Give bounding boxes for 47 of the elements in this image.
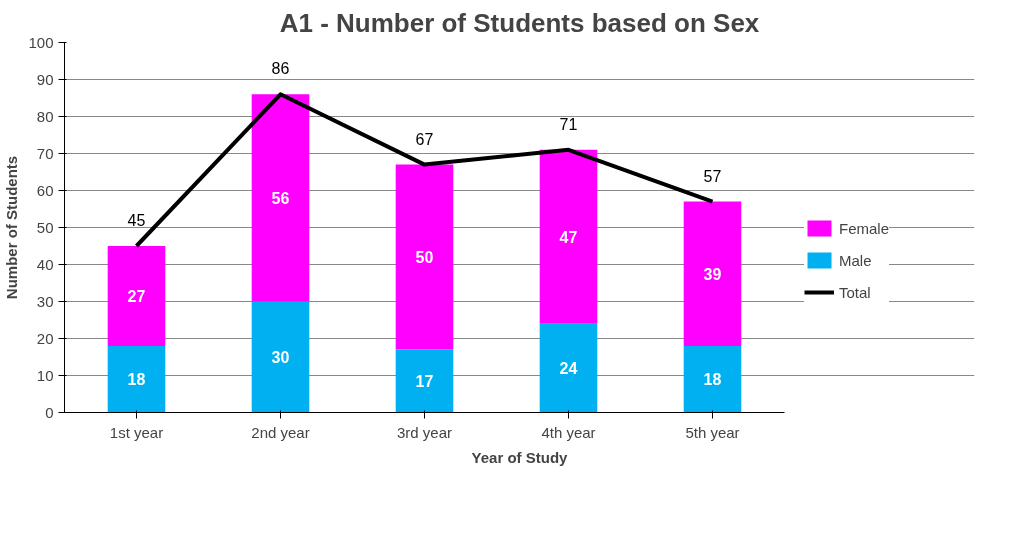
data-label: 17 bbox=[415, 373, 434, 391]
bar bbox=[683, 345, 742, 413]
y-tick-label: 40 bbox=[36, 255, 54, 273]
y-tick-label: 50 bbox=[36, 218, 54, 236]
y-tick-label: 30 bbox=[36, 292, 54, 310]
data-label: 18 bbox=[127, 371, 146, 389]
bar bbox=[107, 345, 166, 413]
x-tick-label: 2nd year bbox=[251, 423, 310, 441]
data-label: 67 bbox=[415, 130, 434, 148]
legend-label: Male bbox=[839, 251, 872, 269]
bar bbox=[683, 201, 742, 346]
x-tick-label: 3rd year bbox=[396, 423, 453, 441]
data-label: 71 bbox=[559, 115, 578, 133]
data-label: 39 bbox=[703, 265, 722, 283]
x-axis-title: Year of Study bbox=[471, 448, 569, 466]
data-label: 27 bbox=[127, 287, 146, 305]
data-label: 50 bbox=[415, 249, 434, 267]
y-tick-label: 80 bbox=[36, 107, 54, 125]
x-tick-label: 1st year bbox=[109, 423, 164, 441]
data-label: 86 bbox=[271, 60, 290, 78]
legend-label: Total bbox=[839, 283, 871, 301]
y-tick-label: 100 bbox=[28, 33, 54, 51]
bar bbox=[395, 349, 454, 413]
y-tick-label: 10 bbox=[36, 366, 54, 384]
bar bbox=[107, 246, 166, 346]
y-tick-label: 0 bbox=[45, 403, 54, 421]
y-axis-title: Number of Students bbox=[3, 155, 21, 300]
data-label: 56 bbox=[271, 189, 290, 207]
data-label: 45 bbox=[127, 212, 146, 229]
data-label: 47 bbox=[559, 228, 578, 246]
data-label: 18 bbox=[703, 371, 722, 389]
bar bbox=[251, 94, 310, 302]
legend-label: Female bbox=[839, 219, 890, 237]
bar bbox=[539, 323, 598, 413]
y-tick-label: 90 bbox=[36, 70, 54, 88]
data-label: 57 bbox=[703, 167, 722, 185]
bar bbox=[251, 301, 310, 413]
data-label: 30 bbox=[271, 349, 290, 366]
y-tick-label: 70 bbox=[36, 144, 54, 162]
y-tick-label: 60 bbox=[36, 181, 54, 199]
data-label: 24 bbox=[559, 360, 578, 378]
bar bbox=[539, 149, 598, 324]
chart-title: A1 - Number of Students based on Sex bbox=[279, 7, 760, 38]
x-tick-label: 5th year bbox=[685, 423, 740, 441]
x-tick-label: 4th year bbox=[541, 423, 596, 441]
bar bbox=[395, 164, 454, 350]
y-tick-label: 20 bbox=[36, 329, 54, 347]
